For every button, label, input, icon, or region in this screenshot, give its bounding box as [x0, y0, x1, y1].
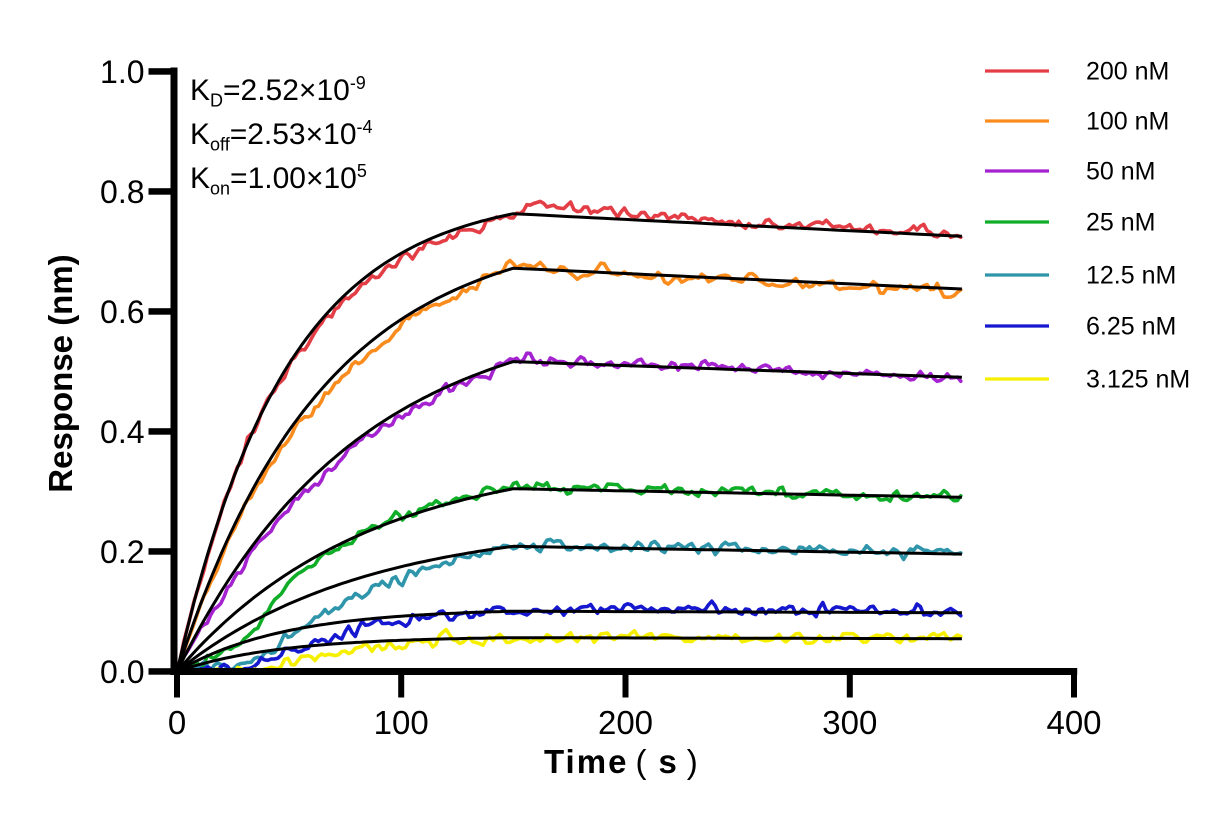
svg-text:Response (nm): Response (nm)	[42, 254, 79, 492]
svg-text:100: 100	[374, 704, 429, 741]
svg-text:0.2: 0.2	[100, 534, 144, 570]
svg-text:400: 400	[1046, 704, 1101, 741]
svg-text:0.4: 0.4	[100, 414, 144, 450]
svg-text:6.25 nM: 6.25 nM	[1086, 313, 1176, 341]
svg-text:0.0: 0.0	[100, 654, 144, 690]
svg-text:0.6: 0.6	[100, 294, 144, 330]
svg-text:200: 200	[598, 704, 653, 741]
svg-text:KD=2.52×10-9: KD=2.52×10-9	[190, 73, 366, 111]
svg-text:200 nM: 200 nM	[1086, 58, 1169, 86]
svg-text:Time(s): Time(s)	[544, 743, 700, 780]
svg-text:1.0: 1.0	[100, 54, 144, 90]
svg-text:Kon=1.00×105: Kon=1.00×105	[190, 161, 367, 199]
svg-text:300: 300	[822, 704, 877, 741]
svg-text:0: 0	[168, 704, 186, 741]
svg-text:3.125 nM: 3.125 nM	[1086, 366, 1190, 394]
svg-text:12.5 nM: 12.5 nM	[1086, 262, 1176, 290]
svg-text:25 nM: 25 nM	[1086, 209, 1155, 237]
svg-text:0.8: 0.8	[100, 174, 144, 210]
svg-text:100 nM: 100 nM	[1086, 108, 1169, 136]
svg-text:50 nM: 50 nM	[1086, 158, 1155, 186]
svg-text:Koff=2.53×10-4: Koff=2.53×10-4	[190, 117, 373, 155]
